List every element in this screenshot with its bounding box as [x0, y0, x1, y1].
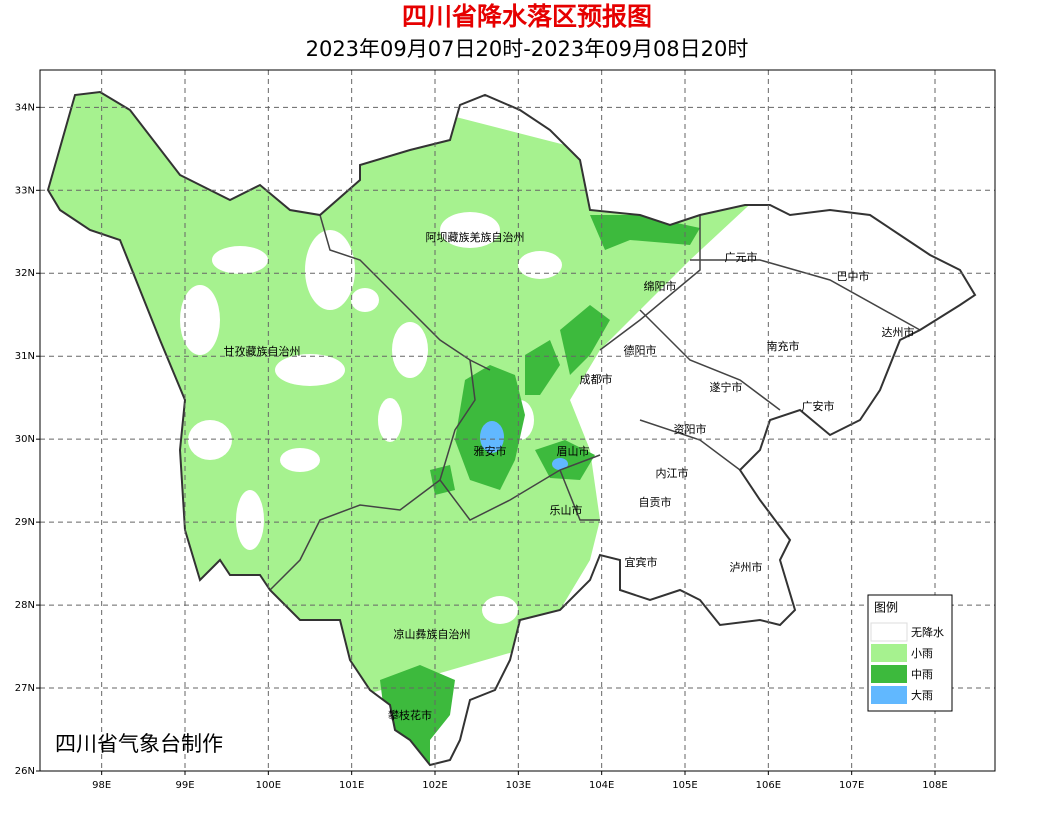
y-tick-label: 30N	[15, 434, 35, 445]
x-tick-label: 107E	[839, 780, 864, 791]
legend-swatch	[871, 686, 907, 704]
place-label: 达州市	[882, 325, 915, 339]
no-rain-patch	[305, 230, 355, 310]
place-label: 遂宁市	[710, 380, 743, 394]
y-tick-label: 29N	[15, 517, 35, 528]
place-label: 甘孜藏族自治州	[224, 344, 301, 358]
place-label: 阿坝藏族羌族自治州	[426, 230, 525, 244]
moderate-rain-area	[430, 465, 455, 495]
credit: 四川省气象台制作	[55, 732, 223, 756]
place-label: 内江市	[656, 466, 689, 480]
place-label: 巴中市	[837, 269, 870, 283]
place-label: 凉山彝族自治州	[394, 627, 471, 641]
no-rain-patch	[482, 596, 518, 624]
place-label: 绵阳市	[644, 279, 677, 293]
y-tick-label: 28N	[15, 600, 35, 611]
x-tick-label: 100E	[256, 780, 281, 791]
place-label: 广元市	[725, 250, 758, 264]
no-rain-patch	[188, 420, 232, 460]
place-label: 攀枝花市	[388, 708, 432, 722]
no-rain-patch	[518, 251, 562, 279]
map-frame	[39, 69, 996, 772]
y-tick-label: 32N	[15, 268, 35, 279]
x-tick-label: 103E	[506, 780, 531, 791]
region-boundary	[690, 259, 921, 331]
region-boundary	[639, 419, 741, 471]
place-label: 乐山市	[550, 503, 583, 517]
place-label: 成都市	[580, 372, 613, 386]
x-tick-label: 102E	[422, 780, 447, 791]
legend-label: 小雨	[911, 647, 933, 660]
heavy-rain-area	[480, 421, 504, 453]
y-tick-label: 34N	[15, 102, 35, 113]
x-tick-label: 99E	[175, 780, 194, 791]
x-tick-label: 106E	[756, 780, 781, 791]
legend-label: 无降水	[911, 625, 944, 639]
place-label: 南充市	[767, 339, 800, 353]
legend-swatch	[871, 644, 907, 662]
y-tick-label: 27N	[15, 683, 35, 694]
no-rain-patch	[212, 246, 268, 274]
no-rain-patch	[351, 288, 379, 312]
legend-swatch	[870, 622, 908, 642]
place-label: 宜宾市	[625, 555, 658, 569]
legend-label: 中雨	[911, 668, 933, 681]
legend-title: 图例	[874, 601, 898, 615]
y-tick-label: 33N	[15, 185, 35, 196]
x-tick-label: 105E	[672, 780, 697, 791]
province-outline	[46, 90, 977, 767]
region-boundary	[599, 215, 701, 351]
y-tick-label: 31N	[15, 351, 35, 362]
place-label: 资阳市	[674, 422, 707, 436]
legend-label: 大雨	[911, 688, 933, 702]
x-tick-label: 104E	[589, 780, 614, 791]
place-label: 德阳市	[624, 343, 657, 357]
heavy-rain-area	[552, 458, 568, 470]
x-tick-label: 101E	[339, 780, 364, 791]
moderate-rain-area	[525, 340, 560, 395]
y-tick-label: 26N	[15, 766, 35, 777]
no-rain-patch	[440, 212, 500, 248]
region-boundary	[269, 479, 441, 591]
region-boundary	[639, 309, 781, 411]
x-tick-label: 108E	[922, 780, 947, 791]
place-label: 雅安市	[474, 444, 507, 458]
title: 四川省降水落区预报图	[402, 2, 652, 31]
no-rain-patch	[280, 448, 320, 472]
moderate-rain-area	[560, 305, 610, 375]
place-label: 广安市	[802, 399, 835, 413]
no-rain-patch	[236, 490, 264, 550]
no-rain-patch	[275, 354, 345, 386]
region-boundary	[559, 469, 600, 521]
moderate-rain-area	[380, 665, 455, 765]
subtitle: 2023年09月07日20时-2023年09月08日20时	[306, 37, 749, 61]
place-label: 泸州市	[730, 560, 763, 574]
place-label: 眉山市	[557, 444, 590, 458]
x-tick-label: 98E	[92, 780, 111, 791]
no-rain-patch	[392, 322, 428, 378]
place-label: 自贡市	[639, 495, 672, 509]
no-rain-patch	[378, 398, 402, 442]
map-area	[40, 70, 995, 771]
legend-swatch	[871, 665, 907, 683]
no-rain-patch	[180, 285, 220, 355]
region-boundary	[439, 359, 601, 521]
